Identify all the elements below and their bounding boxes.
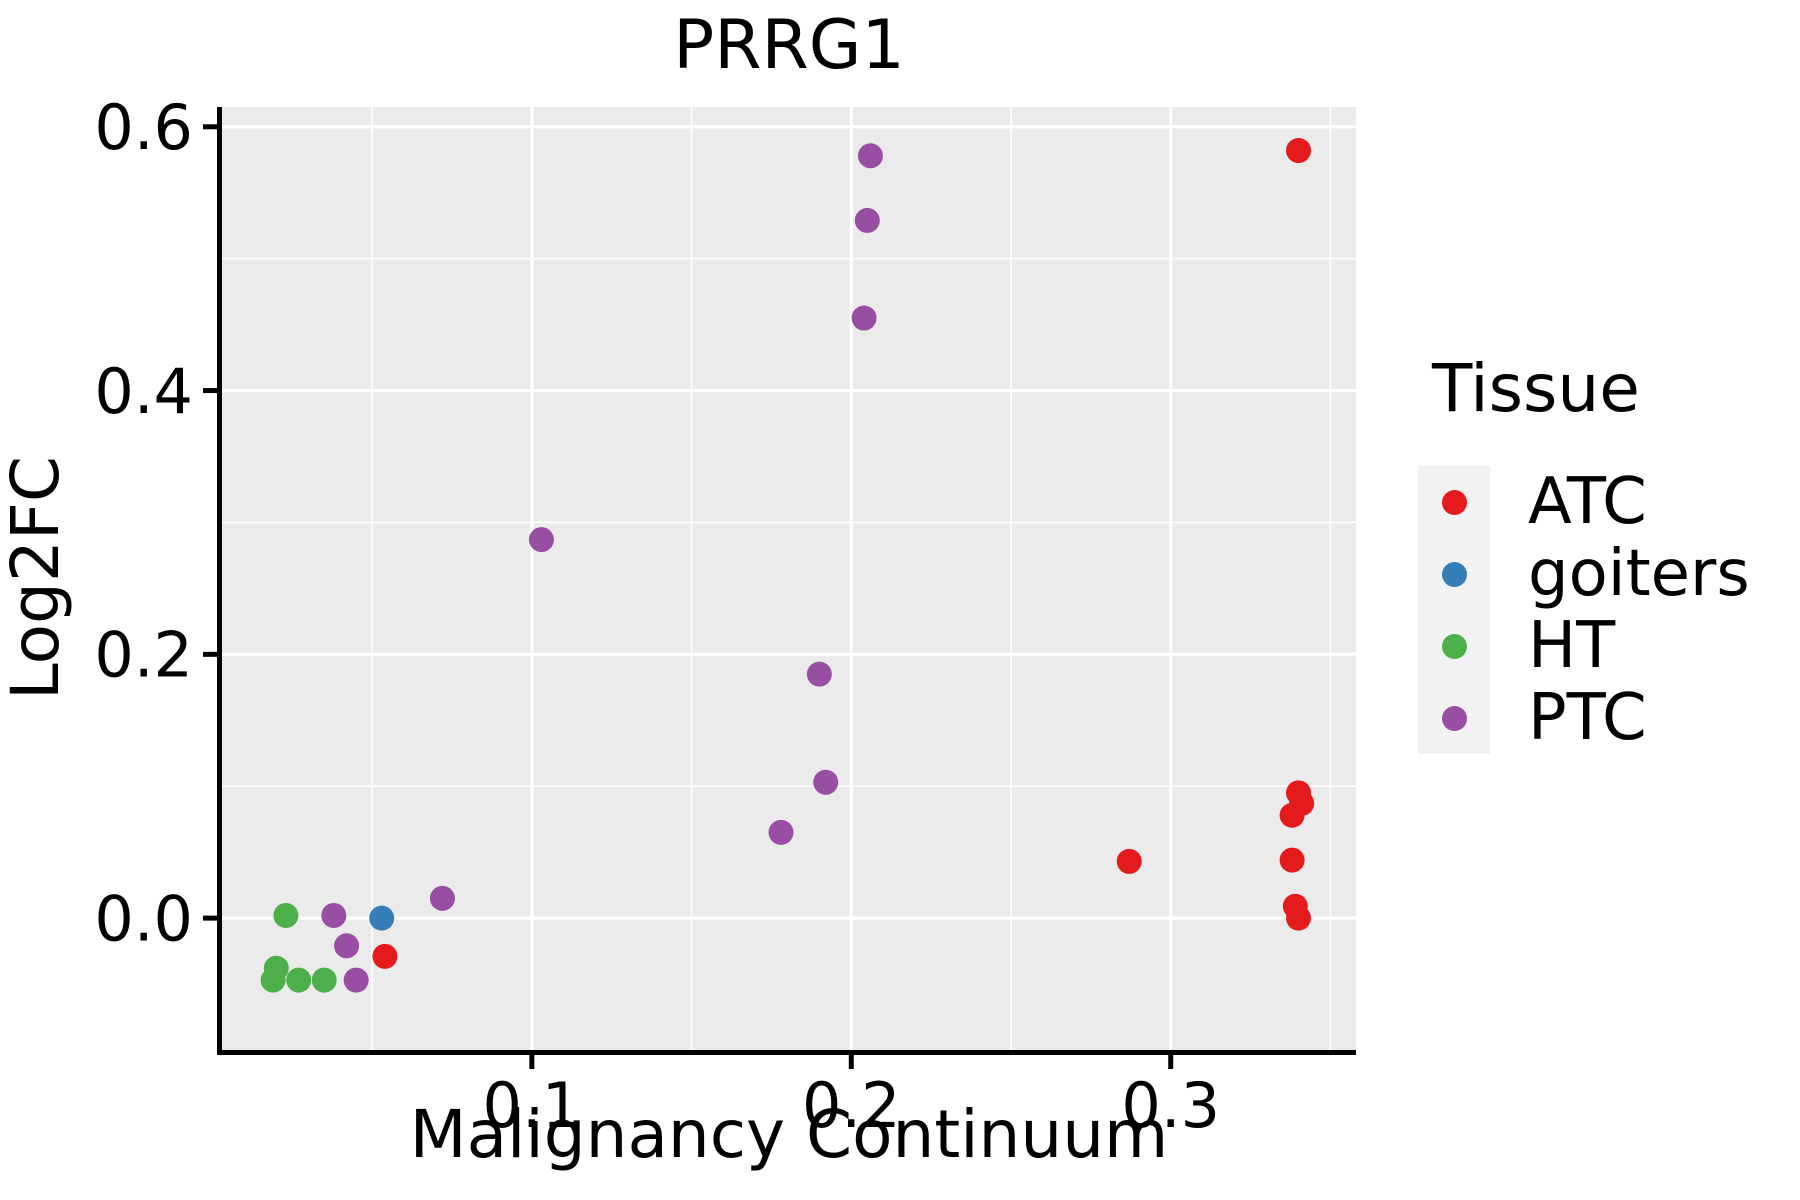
x-tick-label: 0.2 — [802, 1069, 901, 1142]
legend-key — [1418, 610, 1490, 682]
legend-key-dot-icon — [1441, 561, 1467, 587]
x-axis-title: Malignancy Continuum — [409, 1096, 1169, 1173]
data-point-HT — [273, 902, 299, 928]
y-tick-label: 0.0 — [94, 882, 193, 955]
data-point-ATC — [1116, 848, 1142, 874]
data-point-ATC — [1286, 138, 1312, 164]
data-point-ATC — [1279, 847, 1305, 873]
data-point-goiters — [369, 905, 395, 931]
data-point-HT — [311, 967, 337, 993]
data-point-HT — [260, 967, 286, 993]
data-point-PTC — [854, 207, 880, 233]
data-point-ATC — [372, 943, 398, 969]
legend-entry-label: goiters — [1528, 537, 1750, 611]
data-point-PTC — [857, 143, 883, 169]
legend-entry-ATC: ATC — [1418, 466, 1750, 538]
x-tick-label: 0.3 — [1121, 1069, 1220, 1142]
legend-key-dot-icon — [1441, 633, 1467, 659]
legend-entries: ATC goiters HT PTC — [1418, 466, 1750, 754]
data-point-ATC — [1279, 802, 1305, 828]
y-tick-label: 0.4 — [94, 355, 193, 428]
legend-entry-PTC: PTC — [1418, 682, 1750, 754]
legend-key — [1418, 682, 1490, 754]
data-point-PTC — [429, 885, 455, 911]
data-point-PTC — [813, 769, 839, 795]
y-tick-label: 0.2 — [94, 619, 193, 692]
legend-entry-label: ATC — [1528, 465, 1647, 539]
legend-key-dot-icon — [1441, 705, 1467, 731]
data-point-PTC — [768, 819, 794, 845]
data-point-ATC — [1286, 905, 1312, 931]
legend-entry-label: HT — [1528, 609, 1616, 683]
data-point-HT — [286, 967, 312, 993]
plot-panel-background — [222, 107, 1356, 1050]
y-tick-label: 0.6 — [94, 91, 193, 164]
data-point-PTC — [334, 933, 360, 959]
legend-entry-HT: HT — [1418, 610, 1750, 682]
data-point-PTC — [528, 527, 554, 553]
legend-entry-label: PTC — [1528, 681, 1647, 755]
legend-key — [1418, 466, 1490, 538]
legend-key — [1418, 538, 1490, 610]
plot-title: PRRG1 — [673, 6, 905, 85]
legend-key-dot-icon — [1441, 489, 1467, 515]
data-point-PTC — [806, 661, 832, 687]
x-tick-label: 0.1 — [483, 1069, 582, 1142]
legend-title: Tissue — [1432, 350, 1640, 427]
data-point-PTC — [343, 967, 369, 993]
data-point-PTC — [321, 902, 347, 928]
legend-entry-goiters: goiters — [1418, 538, 1750, 610]
legend: Tissue ATC goiters HT PTC — [1418, 356, 1750, 754]
data-point-PTC — [851, 305, 877, 331]
